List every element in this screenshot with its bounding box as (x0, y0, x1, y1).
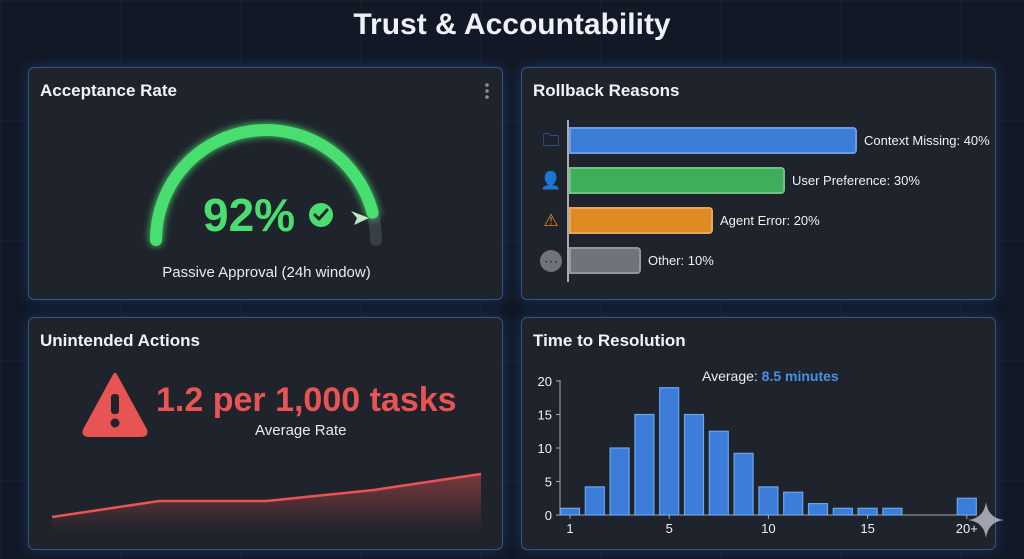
axis-line (567, 120, 569, 282)
average-annotation: Average: 8.5 minutes (702, 368, 839, 384)
average-label: Average: (702, 368, 758, 384)
panel-title: Rollback Reasons (533, 81, 680, 100)
histogram-bar (683, 413, 705, 516)
check-circle-icon (309, 203, 333, 227)
gauge-fill (150, 124, 379, 246)
histogram-bar (659, 387, 680, 516)
panel-title: Acceptance Rate (40, 81, 178, 100)
rollback-reasons-panel: Rollback Reasons 🗀 Context Missing: 40% 👤 U… (521, 67, 996, 300)
x-tick-label: 15 (860, 521, 874, 536)
unintended-value: 1.2 per 1,000 tasks (156, 381, 457, 419)
bar-3 (569, 247, 641, 274)
acceptance-value: 92% (203, 189, 296, 241)
trend-line (51, 472, 482, 519)
pointer-icon (351, 211, 369, 225)
bar-label: Context Missing: 40% (864, 133, 990, 148)
warning-icon-mark (111, 394, 119, 414)
chart-title: Time to Resolution (533, 331, 686, 350)
y-tick-label: 0 (545, 508, 552, 523)
bar-1 (569, 167, 785, 194)
histogram-bar (807, 503, 829, 516)
time-to-resolution-panel: Time to Resolution Average: 8.5 minutes … (521, 317, 996, 550)
x-tick-label: 20+ (956, 521, 978, 536)
average-value: 8.5 minutes (761, 368, 839, 384)
trend-chart (51, 373, 482, 533)
bar-2 (569, 207, 713, 234)
gauge (150, 83, 489, 246)
panel-title: Unintended Actions (40, 331, 200, 350)
warning-icon: ⚠ (543, 211, 559, 230)
bar-label: Other: 10% (648, 253, 714, 268)
bar-label: User Preference: 30% (792, 173, 920, 188)
histogram-bar (783, 491, 804, 516)
more-icon: ⋯ (540, 250, 562, 272)
unintended-subtitle: Average Rate (255, 422, 347, 439)
x-tick-label: 10 (761, 521, 775, 536)
folder-search-icon: 🗀 (542, 131, 560, 150)
histogram-bar (634, 413, 655, 516)
y-tick-label: 15 (538, 408, 552, 423)
histogram-bar (832, 507, 853, 516)
y-tick-label: 20 (538, 374, 552, 389)
histogram-bar (609, 447, 630, 516)
histogram-bar (758, 486, 779, 516)
user-check-icon: 👤 (540, 171, 562, 190)
histogram-bar (857, 507, 878, 516)
acceptance-subtitle: Passive Approval (24h window) (162, 264, 371, 281)
histogram-bar (559, 507, 581, 516)
y-tick-label: 10 (538, 441, 552, 456)
kebab-menu-icon[interactable] (485, 83, 489, 99)
unintended-actions-panel: Unintended Actions 1.2 per 1,000 tasks A… (28, 317, 503, 550)
histogram-bar (708, 430, 729, 516)
sparkle-icon (968, 502, 1004, 538)
histogram-bar (733, 452, 754, 516)
bar-label: Agent Error: 20% (720, 213, 820, 228)
page-title: Trust & Accountability (353, 8, 671, 41)
bar-0 (569, 127, 857, 154)
x-tick-label: 5 (666, 521, 673, 536)
histogram-bar (584, 486, 605, 516)
histogram-bar (882, 507, 903, 516)
x-tick-label: 1 (566, 521, 573, 536)
y-tick-label: 5 (545, 475, 552, 490)
warning-icon-dot (110, 418, 120, 428)
trend-area (52, 474, 481, 533)
acceptance-rate-panel: Acceptance Rate 92% Passive Approval (24… (28, 67, 503, 300)
